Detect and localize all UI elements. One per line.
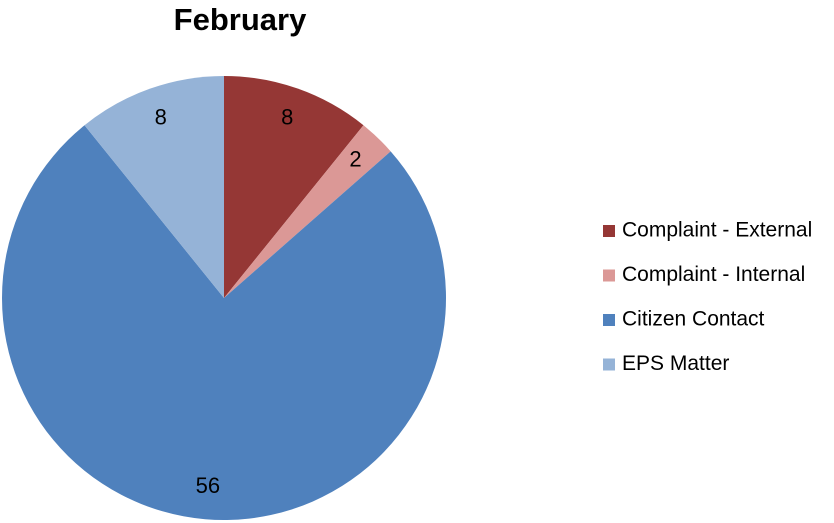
data-label: 56 [196, 473, 220, 498]
legend-swatch [603, 225, 615, 237]
legend-swatch [603, 269, 615, 282]
chart-title: February [174, 2, 307, 37]
pie-slice [224, 125, 391, 298]
pie-slice [224, 76, 364, 298]
legend-label: Citizen Contact [622, 308, 765, 331]
legend-swatch [603, 314, 615, 326]
legend-swatch [603, 358, 615, 371]
data-label: 8 [281, 105, 293, 130]
legend-label: Complaint - External [622, 219, 812, 242]
pie-slice [84, 76, 225, 298]
data-label: 2 [349, 147, 361, 172]
pie-slice [2, 125, 447, 520]
legend-label: EPS Matter [622, 352, 729, 375]
legend-label: Complaint - Internal [622, 263, 805, 286]
data-label: 8 [155, 105, 167, 130]
